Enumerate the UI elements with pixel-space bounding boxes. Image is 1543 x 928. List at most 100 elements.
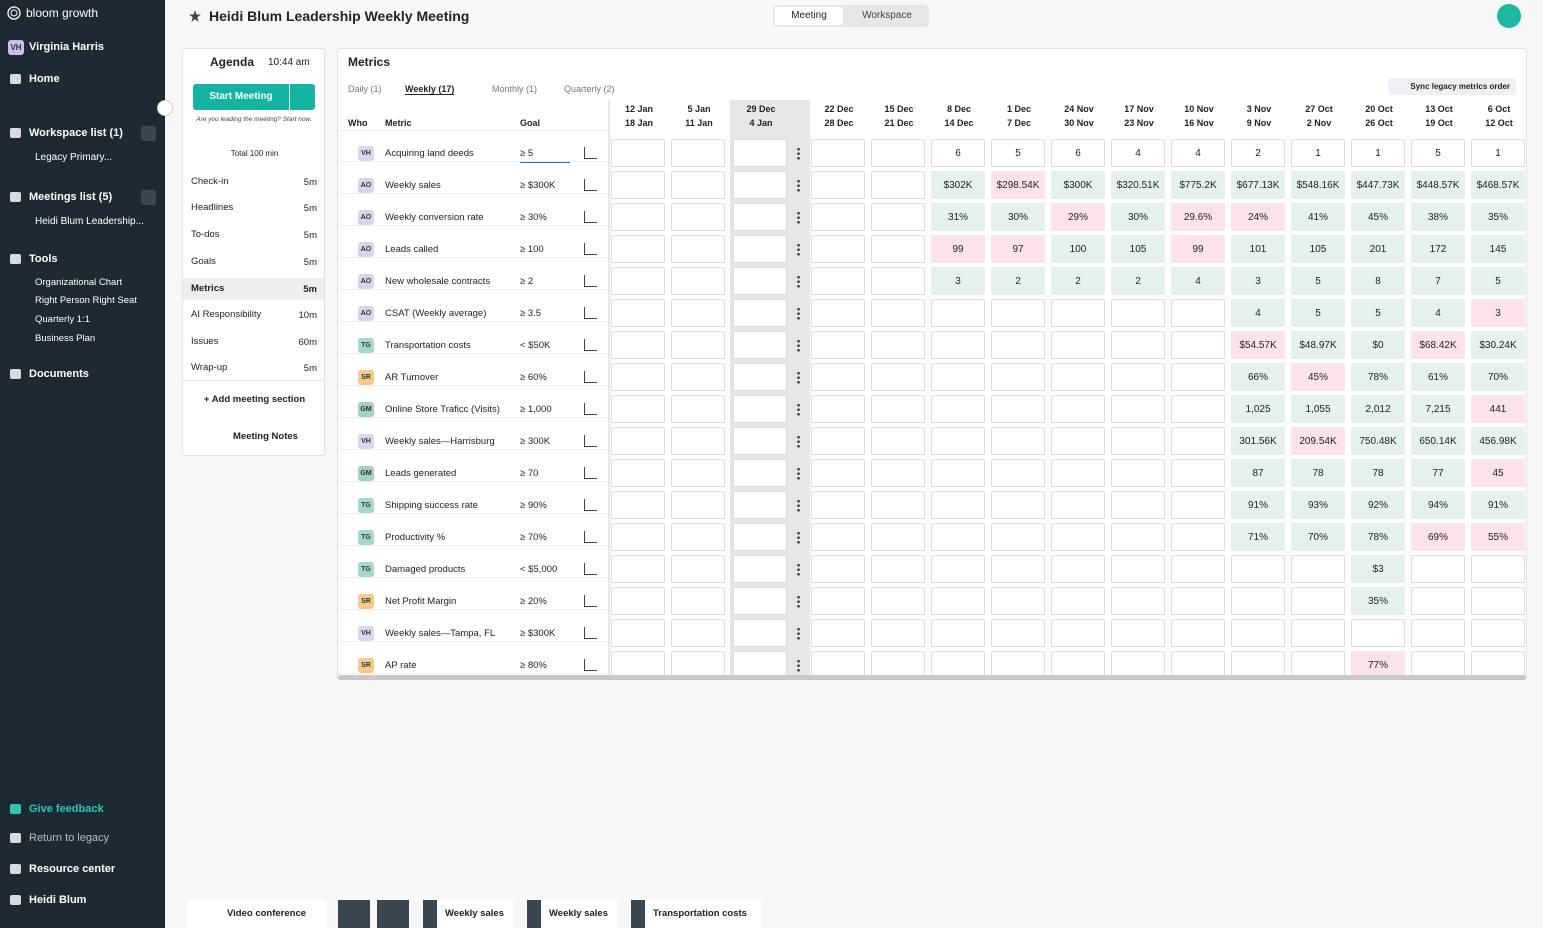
metric-cell[interactable] <box>1171 395 1225 423</box>
chart-icon[interactable] <box>584 627 597 639</box>
metric-cell[interactable] <box>871 267 925 295</box>
metric-cell[interactable] <box>733 395 787 423</box>
metric-cell[interactable] <box>991 331 1045 359</box>
metric-cell[interactable] <box>671 427 725 455</box>
metric-cell[interactable] <box>811 267 865 295</box>
metric-cell[interactable] <box>871 427 925 455</box>
metric-cell[interactable]: 78% <box>1351 523 1405 551</box>
metric-goal[interactable]: ≥ 70 <box>520 468 539 479</box>
metrics-tab[interactable]: Daily (1) <box>348 84 382 94</box>
metric-cell[interactable] <box>991 523 1045 551</box>
metric-cell[interactable]: 91% <box>1471 491 1525 519</box>
metric-cell[interactable] <box>733 363 787 391</box>
metric-cell[interactable] <box>991 459 1045 487</box>
metric-cell[interactable] <box>1291 651 1345 679</box>
metric-cell[interactable]: 66% <box>1231 363 1285 391</box>
metric-cell[interactable] <box>671 363 725 391</box>
resource-center[interactable]: Resource center <box>29 863 116 875</box>
metric-cell[interactable]: 209.54K <box>1291 427 1345 455</box>
dock-item[interactable]: Video conference <box>187 900 327 928</box>
row-menu[interactable] <box>797 403 800 416</box>
metric-cell[interactable] <box>1411 555 1465 583</box>
metric-cell[interactable] <box>1171 331 1225 359</box>
metric-cell[interactable] <box>611 555 665 583</box>
metric-cell[interactable]: 7 <box>1411 267 1465 295</box>
metric-name[interactable]: Weekly sales—Harrisburg <box>385 436 495 447</box>
metric-cell[interactable]: 97 <box>991 235 1045 263</box>
tab-workspace[interactable]: Workspace <box>862 10 912 21</box>
metric-cell[interactable]: 2 <box>991 267 1045 295</box>
nav-documents[interactable]: Documents <box>29 368 89 380</box>
metric-cell[interactable]: 61% <box>1411 363 1465 391</box>
row-menu[interactable] <box>797 531 800 544</box>
metric-cell[interactable]: 30% <box>991 203 1045 231</box>
metric-cell[interactable] <box>733 651 787 679</box>
metric-name[interactable]: Transportation costs <box>385 340 471 351</box>
metric-cell[interactable]: 77% <box>1351 651 1405 679</box>
metric-cell[interactable]: 70% <box>1291 523 1345 551</box>
metric-cell[interactable] <box>811 459 865 487</box>
dock-item[interactable]: Weekly sales <box>423 900 513 928</box>
metric-cell[interactable] <box>1171 363 1225 391</box>
metric-cell[interactable] <box>871 619 925 647</box>
row-menu[interactable] <box>797 435 800 448</box>
metric-cell[interactable] <box>671 139 725 167</box>
chart-icon[interactable] <box>584 435 597 447</box>
metric-cell[interactable]: 35% <box>1351 587 1405 615</box>
metric-cell[interactable] <box>1051 299 1105 327</box>
metric-cell[interactable] <box>733 331 787 359</box>
metric-cell[interactable] <box>1171 427 1225 455</box>
chart-icon[interactable] <box>584 659 597 671</box>
metric-cell[interactable] <box>1291 555 1345 583</box>
metric-cell[interactable] <box>733 619 787 647</box>
metric-cell[interactable]: 6 <box>931 139 985 167</box>
metric-cell[interactable] <box>1171 587 1225 615</box>
metric-cell[interactable] <box>1051 427 1105 455</box>
metric-cell[interactable]: $300K <box>1051 171 1105 199</box>
metric-cell[interactable] <box>1291 587 1345 615</box>
nav-meeting-item[interactable]: Heidi Blum Leadership... <box>35 216 144 227</box>
metric-goal[interactable]: ≥ 30% <box>520 212 547 223</box>
add-button[interactable] <box>141 190 156 205</box>
chart-icon[interactable] <box>584 499 597 511</box>
row-menu[interactable] <box>797 147 800 160</box>
metric-cell[interactable] <box>733 491 787 519</box>
metric-cell[interactable] <box>611 619 665 647</box>
metric-cell[interactable] <box>871 491 925 519</box>
metric-goal[interactable]: ≥ 100 <box>520 244 544 255</box>
chart-icon[interactable] <box>584 179 597 191</box>
row-menu[interactable] <box>797 595 800 608</box>
metric-cell[interactable]: 29% <box>1051 203 1105 231</box>
metric-cell[interactable]: $30.24K <box>1471 331 1525 359</box>
metric-cell[interactable] <box>1051 395 1105 423</box>
metric-cell[interactable]: 4 <box>1171 139 1225 167</box>
metric-goal[interactable]: < $5,000 <box>520 564 558 575</box>
metric-name[interactable]: CSAT (Weekly average) <box>385 308 487 319</box>
metric-cell[interactable]: 45% <box>1291 363 1345 391</box>
metric-cell[interactable]: 24% <box>1231 203 1285 231</box>
return-legacy[interactable]: Return to legacy <box>29 832 110 844</box>
metric-cell[interactable] <box>931 363 985 391</box>
metric-name[interactable]: Productivity % <box>385 532 446 543</box>
metric-cell[interactable] <box>671 331 725 359</box>
metric-cell[interactable]: 6 <box>1051 139 1105 167</box>
metric-cell[interactable] <box>811 363 865 391</box>
metric-cell[interactable]: 99 <box>931 235 985 263</box>
metric-cell[interactable] <box>1411 619 1465 647</box>
metric-cell[interactable] <box>611 363 665 391</box>
metric-cell[interactable]: 5 <box>1411 139 1465 167</box>
metric-cell[interactable] <box>811 299 865 327</box>
metric-cell[interactable]: 45% <box>1351 203 1405 231</box>
metric-cell[interactable] <box>611 427 665 455</box>
agenda-item[interactable]: Check-in 5m <box>183 171 324 193</box>
metric-cell[interactable] <box>1231 619 1285 647</box>
metric-cell[interactable] <box>1411 651 1465 679</box>
metric-cell[interactable] <box>871 651 925 679</box>
metric-name[interactable]: Damaged products <box>385 564 466 575</box>
metric-cell[interactable] <box>931 619 985 647</box>
row-menu[interactable] <box>797 339 800 352</box>
metric-cell[interactable]: 301.56K <box>1231 427 1285 455</box>
nav-meetings[interactable]: Meetings list (5) <box>29 191 113 203</box>
metric-cell[interactable] <box>671 459 725 487</box>
metric-cell[interactable]: 30% <box>1111 203 1165 231</box>
